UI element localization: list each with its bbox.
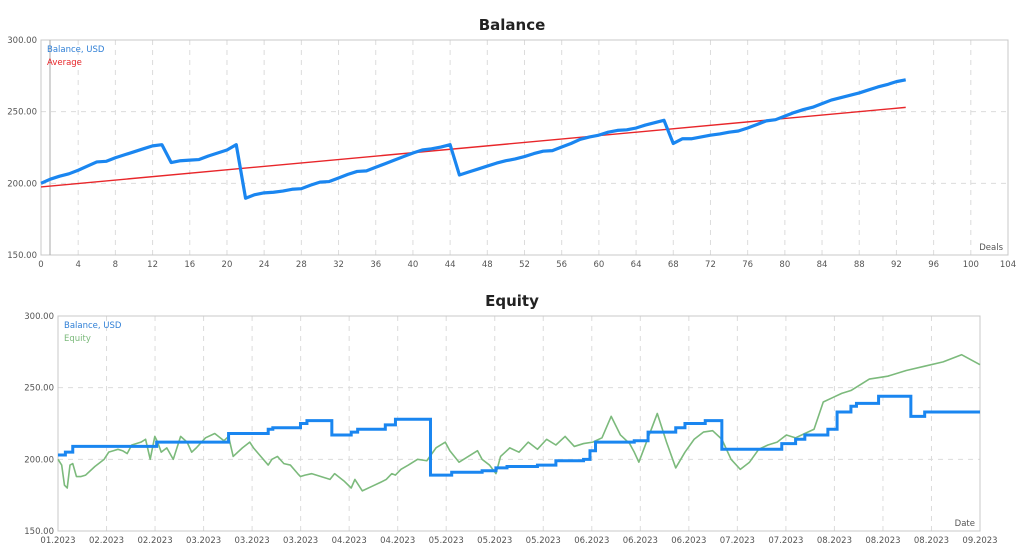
x-tick-label: 20	[222, 260, 233, 270]
equity-chart: Equity 150.00 200.00 250.00 300.00 01.2023 0…	[0, 277, 1024, 554]
x-tick-label: 8	[113, 260, 118, 270]
average-line	[40, 106, 906, 188]
x-tick-label: 4	[75, 260, 80, 270]
x-tick-label: 06.2023	[671, 536, 706, 546]
x-tick-label: 52	[519, 260, 530, 270]
y-tick-label: 300.00	[7, 36, 37, 46]
x-tick-label: 80	[779, 260, 790, 270]
x-tick-label: 08.2023	[865, 536, 900, 546]
x-tick-label: 12	[147, 260, 158, 270]
balance-line	[40, 78, 907, 200]
x-tick-label: 88	[854, 260, 865, 270]
balance-x-axis: 0 4 8 12 16 20 24 28 32 36 40 44 48 52 56 60 64 68 72 76 80 8…	[38, 260, 1016, 270]
x-tick-label: 0	[38, 260, 43, 270]
x-tick-label: 04.2023	[380, 536, 415, 546]
x-tick-label: 05.2023	[526, 536, 561, 546]
x-tick-label: 60	[593, 260, 604, 270]
balance-plot-frame	[40, 39, 1009, 256]
x-tick-label: 03.2023	[283, 536, 318, 546]
y-tick-label: 300.00	[24, 312, 54, 322]
x-tick-label: 40	[408, 260, 419, 270]
x-tick-label: 68	[668, 260, 679, 270]
balance-grid	[41, 40, 1008, 255]
x-tick-label: 03.2023	[186, 536, 221, 546]
y-tick-label: 150.00	[24, 527, 54, 537]
x-tick-label: 08.2023	[914, 536, 949, 546]
x-tick-label: 56	[556, 260, 567, 270]
equity-y-axis: 150.00 200.00 250.00 300.00	[24, 312, 54, 537]
x-tick-label: 96	[928, 260, 939, 270]
y-tick-label: 150.00	[7, 251, 37, 261]
balance-y-axis: 150.00 200.00 250.00 300.00	[7, 36, 37, 261]
equity-chart-title: Equity	[485, 292, 539, 310]
equity-balance-line	[58, 394, 980, 477]
x-tick-label: 06.2023	[623, 536, 658, 546]
legend-equity: Equity	[64, 334, 91, 344]
x-tick-label: 24	[259, 260, 270, 270]
y-tick-label: 250.00	[7, 108, 37, 118]
x-tick-label: 01.2023	[40, 536, 75, 546]
balance-chart: Balance 150.00 200.00 250.00 300.00 0 4 8 12 16…	[7, 16, 1016, 270]
x-axis-label-date: Date	[955, 519, 975, 529]
equity-plot-frame	[57, 315, 981, 532]
equity-grid	[58, 316, 980, 531]
x-tick-label: 76	[742, 260, 753, 270]
x-tick-label: 48	[482, 260, 493, 270]
x-tick-label: 92	[891, 260, 902, 270]
legend-balance-usd: Balance, USD	[64, 321, 122, 331]
x-tick-label: 44	[445, 260, 456, 270]
equity-line	[57, 353, 981, 492]
x-tick-label: 72	[705, 260, 716, 270]
x-tick-label: 28	[296, 260, 307, 270]
x-tick-label: 32	[333, 260, 344, 270]
x-tick-label: 02.2023	[137, 536, 172, 546]
x-tick-label: 100	[963, 260, 979, 270]
x-tick-label: 06.2023	[574, 536, 609, 546]
x-tick-label: 04.2023	[332, 536, 367, 546]
x-tick-label: 36	[370, 260, 381, 270]
x-tick-label: 09.2023	[962, 536, 997, 546]
y-tick-label: 250.00	[24, 384, 54, 394]
x-axis-label-deals: Deals	[979, 243, 1003, 253]
x-tick-label: 05.2023	[429, 536, 464, 546]
legend-average: Average	[47, 58, 82, 68]
balance-chart-title: Balance	[478, 16, 546, 34]
x-tick-label: 03.2023	[235, 536, 270, 546]
x-tick-label: 64	[631, 260, 642, 270]
y-tick-label: 200.00	[7, 179, 37, 189]
x-tick-label: 05.2023	[477, 536, 512, 546]
x-tick-label: 07.2023	[720, 536, 755, 546]
y-tick-label: 200.00	[24, 455, 54, 465]
equity-x-axis: 01.2023 02.2023 02.2023 03.2023 03.2023 03.20…	[40, 536, 997, 546]
x-tick-label: 02.2023	[89, 536, 124, 546]
x-tick-label: 104	[1000, 260, 1016, 270]
x-tick-label: 07.2023	[768, 536, 803, 546]
legend-balance-usd: Balance, USD	[47, 45, 105, 55]
x-tick-label: 16	[184, 260, 195, 270]
x-tick-label: 84	[817, 260, 828, 270]
x-tick-label: 08.2023	[817, 536, 852, 546]
